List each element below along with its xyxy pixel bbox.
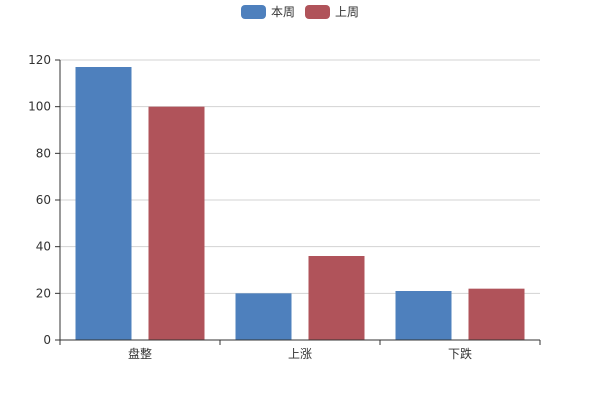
y-tick-label: 60 bbox=[36, 193, 51, 207]
bar bbox=[148, 106, 205, 341]
bar bbox=[235, 293, 292, 340]
bar bbox=[75, 67, 132, 340]
bar bbox=[395, 291, 452, 340]
bars bbox=[75, 67, 525, 341]
legend-swatch bbox=[241, 5, 266, 19]
x-tick-label: 上涨 bbox=[288, 346, 312, 361]
legend: 本周 上周 bbox=[241, 5, 359, 19]
legend-swatch bbox=[305, 5, 330, 19]
bar bbox=[308, 256, 365, 340]
y-tick-label: 20 bbox=[36, 286, 51, 300]
y-tick-label: 80 bbox=[36, 146, 51, 160]
legend-label: 本周 bbox=[271, 5, 295, 19]
grid-lines bbox=[60, 59, 540, 294]
y-tick-label: 0 bbox=[43, 333, 51, 347]
y-axis: 0 20 40 60 80 100 120 bbox=[28, 53, 61, 347]
x-tick-label: 下跌 bbox=[448, 346, 472, 361]
y-tick-label: 100 bbox=[28, 100, 51, 114]
x-axis: 盘整 上涨 下跌 bbox=[59, 339, 541, 361]
y-tick-label: 40 bbox=[36, 240, 51, 254]
x-tick-label: 盘整 bbox=[128, 346, 152, 361]
legend-label: 上周 bbox=[335, 5, 359, 19]
y-tick-label: 120 bbox=[28, 53, 51, 67]
bar bbox=[468, 288, 525, 340]
